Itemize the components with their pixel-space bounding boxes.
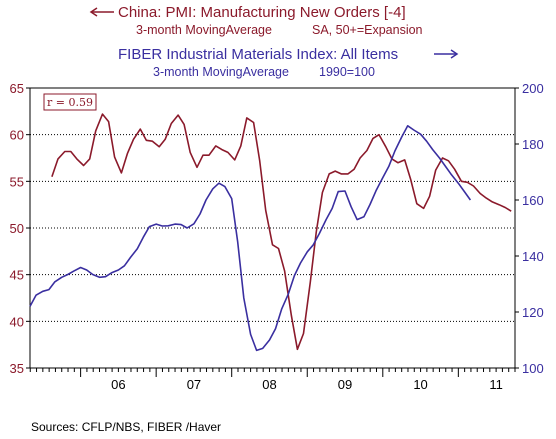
x-tick-label: 06 [111, 377, 125, 392]
correlation-label: r = 0.59 [47, 96, 93, 109]
fiber-legend-arrowhead [450, 49, 459, 59]
right-tick-label: 160 [522, 193, 544, 208]
left-tick-label: 55 [10, 174, 24, 189]
x-tick-label: 10 [413, 377, 427, 392]
series-layer [29, 113, 512, 352]
fiber-legend-title: FIBER Industrial Materials Index: All It… [118, 46, 398, 63]
pmi-legend-title: China: PMI: Manufacturing New Orders [-4… [118, 4, 406, 21]
x-tick-label: 11 [489, 377, 503, 392]
correlation-box [43, 93, 97, 111]
pmi-legend-note-right: SA, 50+=Expansion [312, 23, 423, 37]
fiber-legend-note-right: 1990=100 [319, 65, 375, 79]
left-tick-label: 60 [10, 128, 24, 143]
correlation-annotation: r = 0.59 [43, 93, 97, 111]
x-tick-label: 09 [338, 377, 352, 392]
x-tick-label: 08 [262, 377, 276, 392]
right-tick-label: 140 [522, 249, 544, 264]
legend: China: PMI: Manufacturing New Orders [-4… [89, 4, 459, 79]
right-tick-label: 100 [522, 361, 544, 376]
pmi-legend-note-left: 3-month MovingAverage [136, 23, 272, 37]
fiber-legend-note-left: 3-month MovingAverage [153, 65, 289, 79]
left-tick-label: 50 [10, 221, 24, 236]
pmi-series-line [51, 113, 512, 351]
left-axis: 35 40 45 50 55 60 65 [10, 81, 30, 376]
right-tick-label: 200 [522, 81, 544, 96]
right-axis: 100 120 140 160 180 200 [515, 81, 544, 376]
pmi-legend-arrowhead [89, 7, 98, 17]
left-tick-label: 45 [10, 268, 24, 283]
right-tick-label: 120 [522, 305, 544, 320]
left-tick-label: 65 [10, 81, 24, 96]
x-tick-label: 07 [187, 377, 201, 392]
left-tick-label: 35 [10, 361, 24, 376]
x-axis: 06 07 08 09 10 11 [29, 368, 516, 392]
source-note: Sources: CFLP/NBS, FIBER /Haver [31, 420, 221, 434]
fiber-series-line [29, 125, 472, 352]
left-tick-label: 40 [10, 314, 24, 329]
right-tick-label: 180 [522, 137, 544, 152]
